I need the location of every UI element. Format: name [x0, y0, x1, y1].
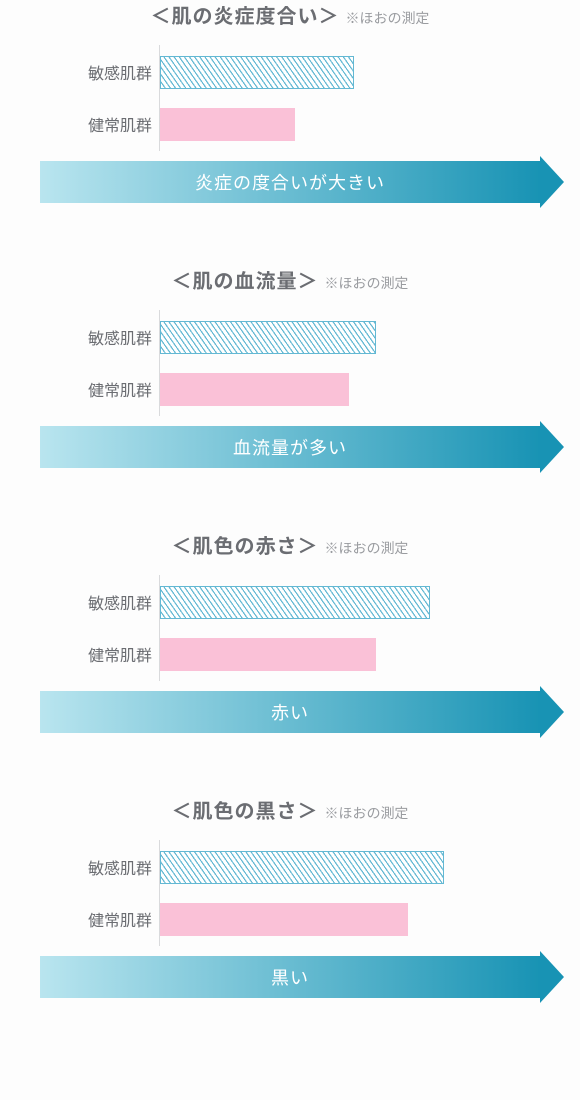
bar-row-sensitive: 敏感肌群 — [160, 848, 520, 886]
row-label-sensitive: 敏感肌群 — [60, 590, 152, 614]
bar-row-healthy: 健常肌群 — [160, 900, 520, 938]
arrow-wrap: 赤い — [40, 691, 540, 733]
title-row: ＜肌色の赤さ＞ ※ほおの測定 — [20, 530, 560, 559]
bar-sensitive — [160, 851, 444, 884]
row-label-healthy: 健常肌群 — [60, 642, 152, 666]
direction-arrow: 炎症の度合いが大きい — [40, 161, 540, 203]
chart-title: ＜肌色の赤さ＞ — [172, 530, 319, 559]
arrow-wrap: 黒い — [40, 956, 540, 998]
chart-subtitle: ※ほおの測定 — [325, 538, 409, 558]
chart-subtitle: ※ほおの測定 — [325, 803, 409, 823]
direction-arrow: 赤い — [40, 691, 540, 733]
chart-section: ＜肌色の黒さ＞ ※ほおの測定 敏感肌群 健常肌群 黒い — [20, 795, 560, 998]
bar-sensitive — [160, 56, 354, 89]
bar-healthy — [160, 373, 349, 406]
row-label-sensitive: 敏感肌群 — [60, 325, 152, 349]
chart-section: ＜肌の血流量＞ ※ほおの測定 敏感肌群 健常肌群 血流量が多い — [20, 265, 560, 468]
title-row: ＜肌色の黒さ＞ ※ほおの測定 — [20, 795, 560, 824]
arrow-wrap: 炎症の度合いが大きい — [40, 161, 540, 203]
row-label-healthy: 健常肌群 — [60, 112, 152, 136]
chart-title: ＜肌の血流量＞ — [172, 265, 319, 294]
arrow-label: 血流量が多い — [233, 434, 347, 460]
chart-title: ＜肌色の黒さ＞ — [172, 795, 319, 824]
bar-chart: 敏感肌群 健常肌群 — [60, 583, 520, 673]
bar-chart: 敏感肌群 健常肌群 — [60, 848, 520, 938]
chart-section: ＜肌色の赤さ＞ ※ほおの測定 敏感肌群 健常肌群 赤い — [20, 530, 560, 733]
infographic-root: ＜肌の炎症度合い＞ ※ほおの測定 敏感肌群 健常肌群 炎症の度合いが大きい ＜肌… — [20, 0, 560, 998]
bar-row-healthy: 健常肌群 — [160, 370, 520, 408]
direction-arrow: 血流量が多い — [40, 426, 540, 468]
bar-healthy — [160, 108, 295, 141]
bar-healthy — [160, 638, 376, 671]
arrow-wrap: 血流量が多い — [40, 426, 540, 468]
chart-subtitle: ※ほおの測定 — [346, 8, 430, 28]
bar-row-sensitive: 敏感肌群 — [160, 583, 520, 621]
row-label-healthy: 健常肌群 — [60, 377, 152, 401]
arrow-label: 炎症の度合いが大きい — [195, 169, 385, 195]
bar-chart: 敏感肌群 健常肌群 — [60, 318, 520, 408]
direction-arrow: 黒い — [40, 956, 540, 998]
bar-row-healthy: 健常肌群 — [160, 105, 520, 143]
bar-row-sensitive: 敏感肌群 — [160, 53, 520, 91]
bar-sensitive — [160, 586, 430, 619]
arrow-label: 赤い — [271, 699, 309, 725]
bar-row-sensitive: 敏感肌群 — [160, 318, 520, 356]
bar-chart: 敏感肌群 健常肌群 — [60, 53, 520, 143]
arrow-label: 黒い — [271, 964, 309, 990]
chart-subtitle: ※ほおの測定 — [325, 273, 409, 293]
bar-row-healthy: 健常肌群 — [160, 635, 520, 673]
row-label-sensitive: 敏感肌群 — [60, 855, 152, 879]
row-label-healthy: 健常肌群 — [60, 907, 152, 931]
chart-title: ＜肌の炎症度合い＞ — [151, 0, 340, 29]
title-row: ＜肌の炎症度合い＞ ※ほおの測定 — [20, 0, 560, 29]
row-label-sensitive: 敏感肌群 — [60, 60, 152, 84]
bar-healthy — [160, 903, 408, 936]
chart-section: ＜肌の炎症度合い＞ ※ほおの測定 敏感肌群 健常肌群 炎症の度合いが大きい — [20, 0, 560, 203]
title-row: ＜肌の血流量＞ ※ほおの測定 — [20, 265, 560, 294]
bar-sensitive — [160, 321, 376, 354]
